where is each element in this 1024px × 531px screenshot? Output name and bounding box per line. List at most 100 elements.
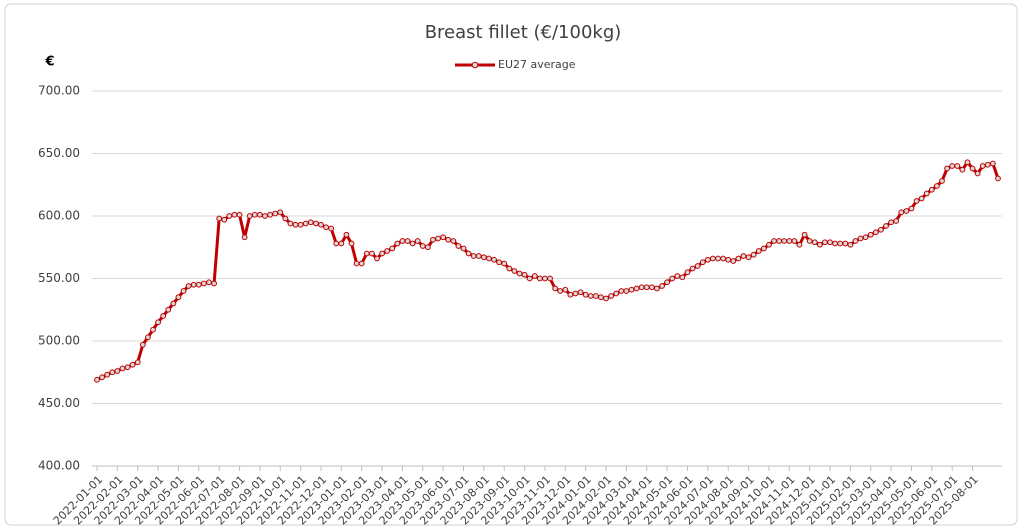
data-point bbox=[124, 364, 131, 371]
data-point bbox=[129, 361, 136, 368]
data-point bbox=[491, 256, 497, 263]
data-point bbox=[211, 280, 217, 287]
data-point bbox=[358, 260, 365, 267]
data-point bbox=[307, 219, 314, 226]
data-point bbox=[648, 284, 655, 291]
data-point bbox=[521, 271, 528, 278]
y-tick-label: 500.00 bbox=[38, 334, 80, 348]
data-point bbox=[287, 220, 294, 227]
y-tick-label: 600.00 bbox=[38, 209, 80, 223]
data-point bbox=[333, 240, 340, 247]
chart-frame bbox=[4, 3, 1018, 526]
data-point bbox=[990, 160, 996, 167]
data-point bbox=[964, 159, 971, 166]
data-point bbox=[424, 244, 431, 251]
data-point bbox=[195, 281, 202, 288]
data-point bbox=[348, 240, 355, 247]
data-point bbox=[536, 275, 543, 282]
data-point bbox=[368, 250, 375, 257]
data-point bbox=[511, 268, 518, 274]
data-point bbox=[486, 255, 492, 262]
data-point bbox=[557, 288, 564, 294]
data-point bbox=[913, 198, 920, 204]
data-point bbox=[312, 220, 319, 227]
data-point bbox=[226, 213, 233, 219]
data-point bbox=[185, 283, 192, 289]
data-point bbox=[684, 269, 691, 276]
data-point bbox=[506, 265, 513, 272]
data-point bbox=[430, 236, 436, 243]
data-point bbox=[888, 219, 895, 226]
data-point bbox=[959, 166, 966, 173]
data-point bbox=[811, 239, 818, 246]
data-point bbox=[715, 255, 721, 262]
data-point bbox=[343, 231, 350, 238]
data-point bbox=[928, 186, 935, 193]
data-point bbox=[363, 250, 370, 257]
data-point bbox=[842, 240, 849, 247]
data-point bbox=[628, 286, 635, 293]
data-point bbox=[435, 235, 441, 242]
data-point bbox=[750, 251, 757, 258]
data-point bbox=[689, 265, 696, 272]
data-point bbox=[206, 279, 212, 286]
data-point bbox=[236, 211, 243, 218]
data-point bbox=[404, 238, 411, 244]
data-point bbox=[445, 236, 452, 243]
legend-label: EU27 average bbox=[498, 58, 576, 71]
data-point bbox=[567, 291, 574, 298]
data-point bbox=[969, 165, 976, 172]
data-point bbox=[699, 259, 706, 266]
data-point bbox=[180, 288, 187, 294]
data-point bbox=[592, 293, 599, 299]
data-point bbox=[475, 253, 482, 259]
data-point bbox=[114, 368, 121, 374]
y-tick-label: 450.00 bbox=[38, 396, 80, 410]
data-point bbox=[480, 254, 487, 261]
data-point bbox=[852, 238, 859, 244]
data-point bbox=[328, 225, 335, 232]
data-point bbox=[664, 279, 671, 286]
data-point bbox=[419, 243, 426, 249]
data-point bbox=[674, 273, 681, 279]
data-point bbox=[771, 238, 777, 244]
data-point bbox=[496, 259, 503, 266]
data-point bbox=[155, 319, 161, 326]
data-point bbox=[623, 288, 630, 294]
data-point bbox=[374, 255, 380, 262]
data-point bbox=[944, 165, 950, 172]
data-point bbox=[292, 221, 299, 228]
data-point bbox=[267, 211, 273, 218]
data-point bbox=[898, 209, 905, 216]
data-point bbox=[562, 286, 569, 293]
data-point bbox=[160, 313, 167, 319]
data-point bbox=[119, 365, 126, 372]
data-point bbox=[979, 163, 986, 169]
data-point bbox=[587, 293, 594, 299]
data-point bbox=[974, 170, 981, 177]
y-tick-label: 700.00 bbox=[38, 84, 80, 98]
data-point bbox=[414, 238, 421, 244]
data-point bbox=[282, 215, 289, 222]
data-point bbox=[949, 163, 956, 169]
data-point bbox=[760, 245, 767, 252]
data-point bbox=[633, 285, 640, 292]
data-point bbox=[190, 281, 197, 288]
data-point bbox=[175, 294, 182, 301]
data-point bbox=[104, 371, 111, 378]
data-point bbox=[256, 211, 263, 218]
y-tick-label: 550.00 bbox=[38, 271, 80, 285]
data-point bbox=[862, 234, 869, 241]
data-point bbox=[582, 291, 589, 298]
data-point bbox=[302, 220, 309, 227]
data-point bbox=[755, 248, 762, 254]
y-tick-label: 400.00 bbox=[38, 459, 80, 473]
data-point bbox=[450, 238, 457, 244]
data-point bbox=[379, 250, 385, 257]
data-point bbox=[995, 175, 1001, 182]
data-point bbox=[643, 284, 650, 291]
data-point bbox=[297, 221, 304, 228]
data-point bbox=[231, 211, 238, 218]
data-point bbox=[801, 231, 808, 238]
